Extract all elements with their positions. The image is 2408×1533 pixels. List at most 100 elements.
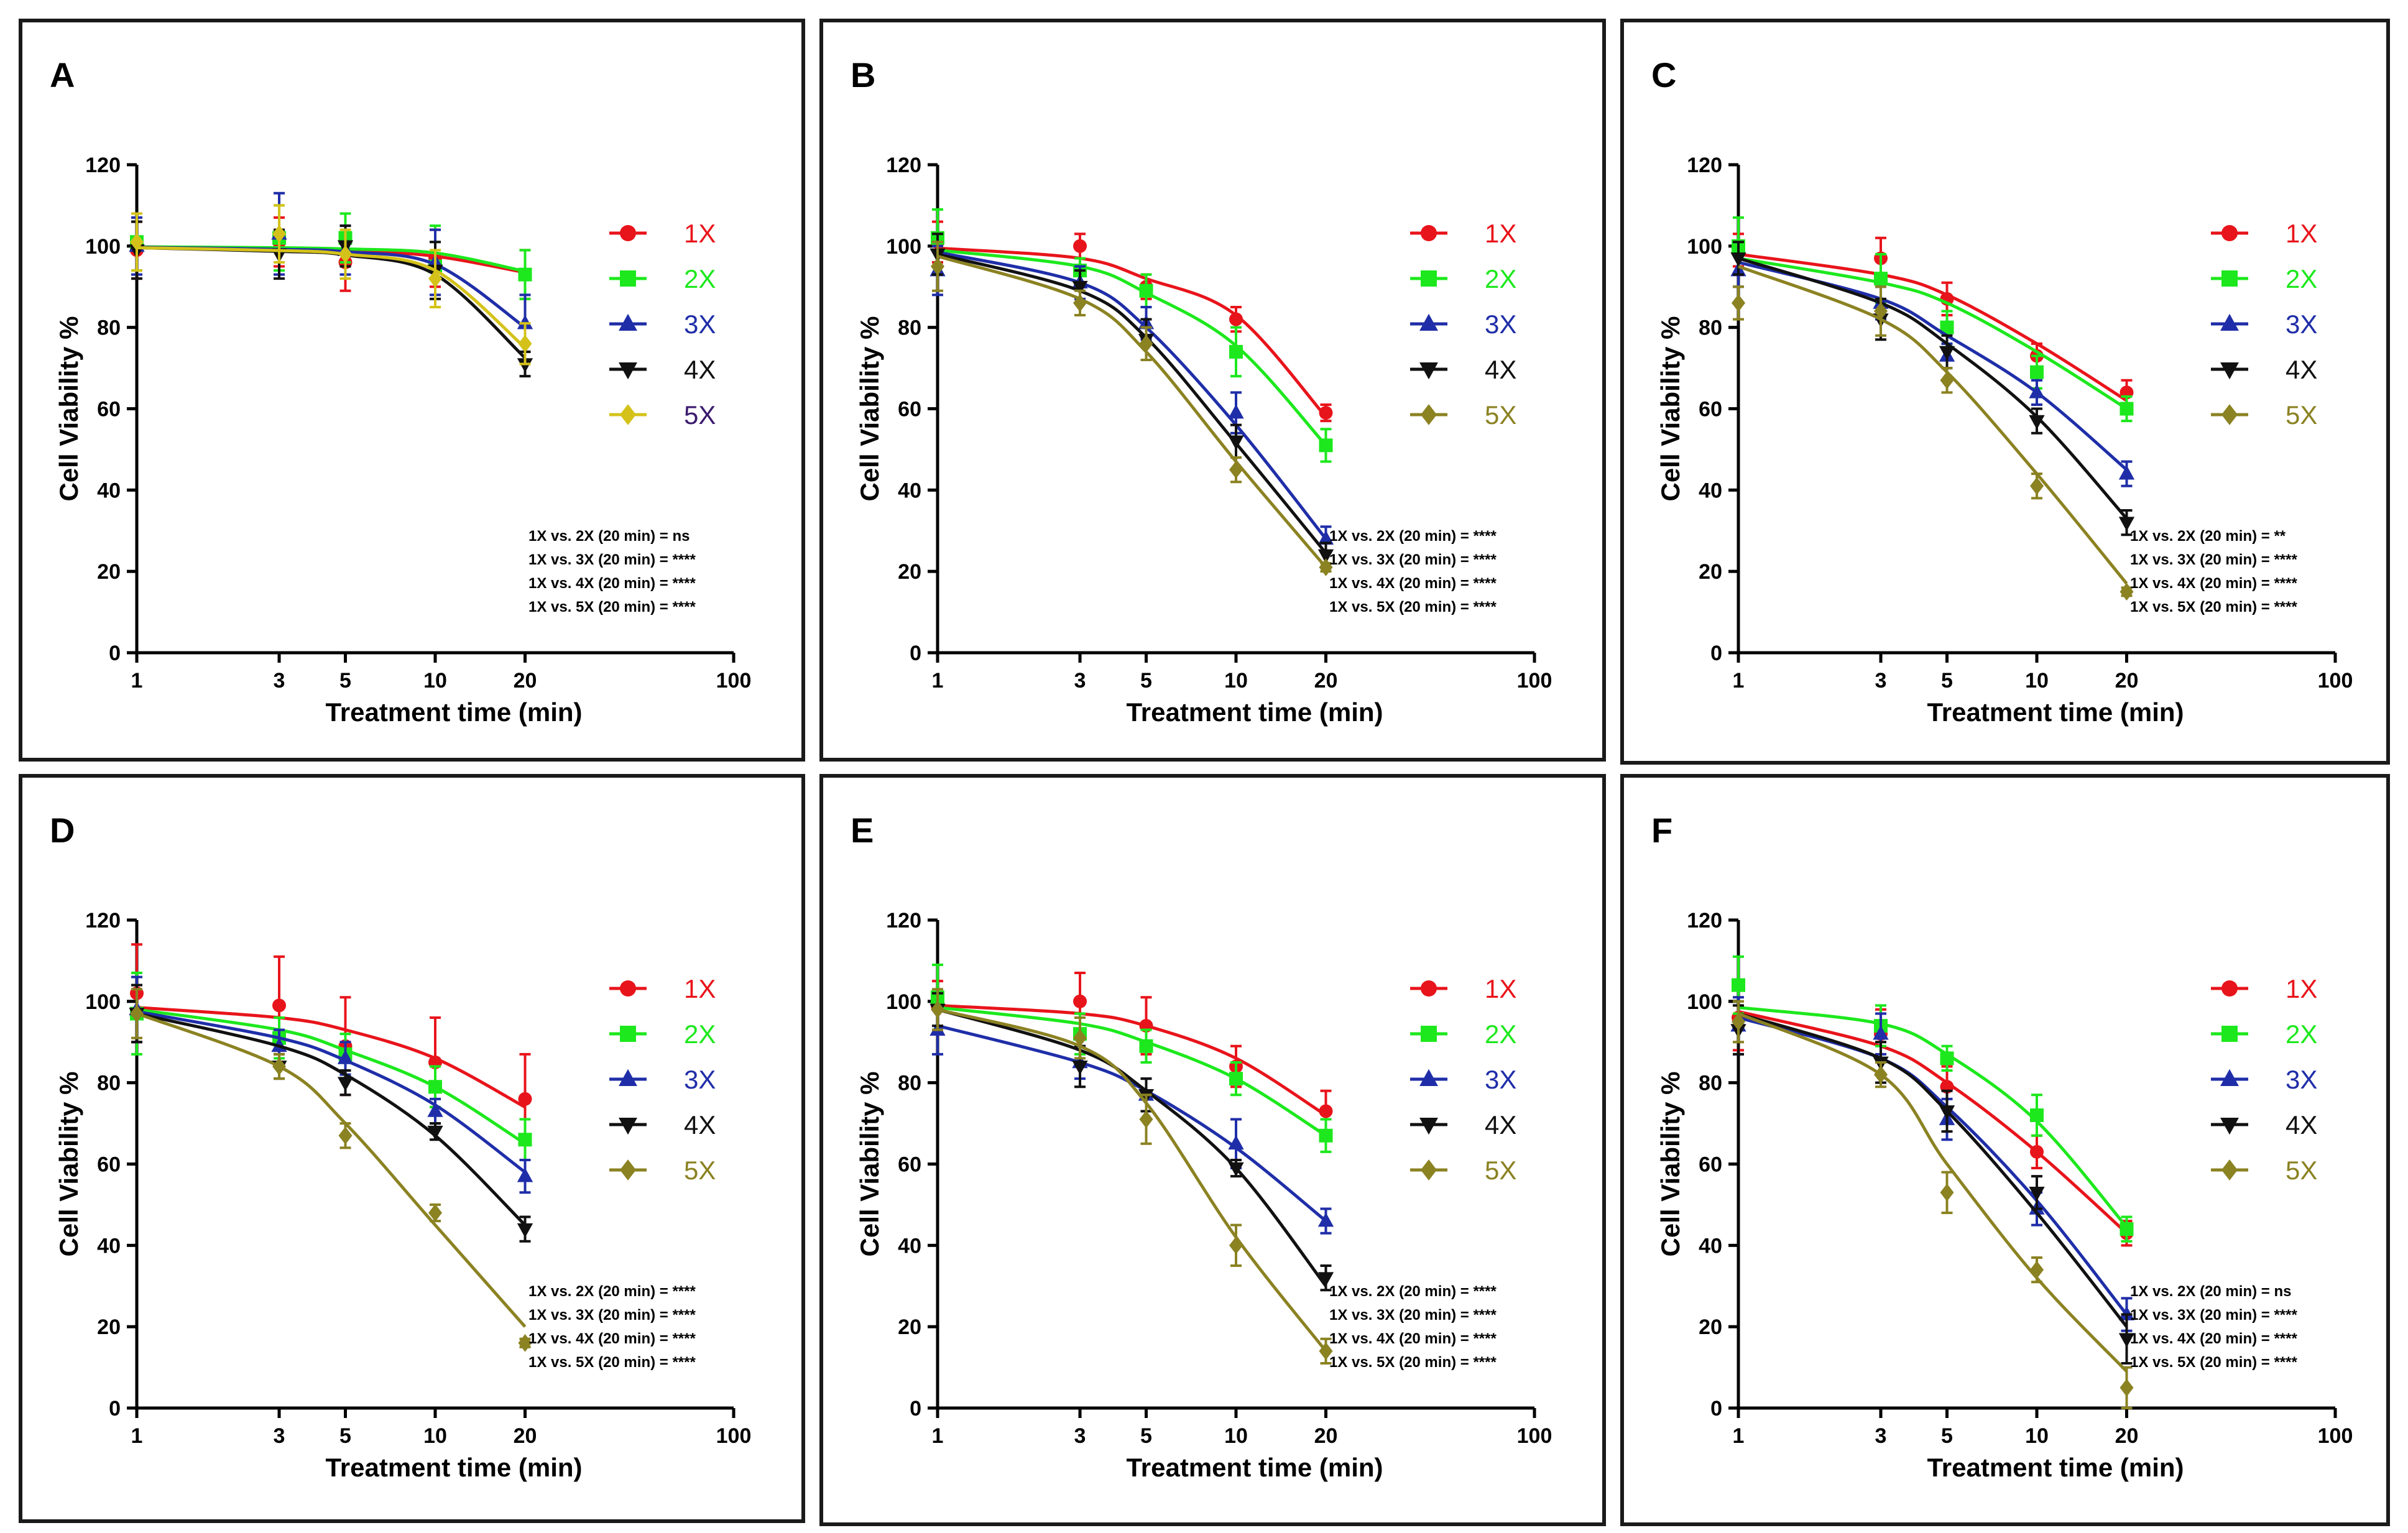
x-tick-label: 5 xyxy=(1941,669,1953,693)
series-3x xyxy=(930,1004,1334,1235)
legend-item-5x: 5X xyxy=(609,400,716,430)
data-point xyxy=(1319,558,1333,576)
x-tick-label: 1 xyxy=(1733,1424,1745,1448)
data-point xyxy=(2030,477,2044,495)
y-tick-label: 0 xyxy=(910,1397,921,1420)
data-point xyxy=(2030,1144,2044,1159)
x-tick-label: 10 xyxy=(423,669,447,693)
data-point xyxy=(1072,280,1088,295)
series-2x xyxy=(1732,216,2134,423)
panel-e: E 0 20 40 60 80 100 120 1 3 5 10 20 100 Treatment time… xyxy=(819,774,1606,1526)
panel-letter: A xyxy=(50,55,75,94)
series-5x xyxy=(1732,265,2134,601)
legend-label: 2X xyxy=(684,1020,716,1049)
data-point xyxy=(1873,1025,1889,1040)
fit-curve xyxy=(937,1008,1327,1352)
x-tick-label: 3 xyxy=(1875,1424,1887,1448)
data-point xyxy=(518,334,532,353)
legend-label: 2X xyxy=(1485,264,1516,293)
legend-label: 5X xyxy=(2286,1156,2317,1185)
y-axis-title: Cell Viability % xyxy=(1656,1072,1685,1257)
legend-marker xyxy=(620,225,636,241)
fit-curve xyxy=(937,1024,1327,1223)
y-tick-label: 80 xyxy=(898,316,921,340)
data-point xyxy=(2120,582,2134,601)
data-point xyxy=(1319,438,1333,453)
series-3x xyxy=(129,191,533,353)
fit-curve xyxy=(1738,1016,2128,1316)
data-point xyxy=(272,224,287,243)
y-tick-label: 0 xyxy=(109,642,121,665)
legend-marker xyxy=(1419,313,1438,331)
legend-item-4x: 4X xyxy=(1410,1110,1516,1139)
data-point xyxy=(1940,1051,1954,1066)
legend-label: 5X xyxy=(684,400,716,430)
data-point xyxy=(517,1223,533,1238)
legend-item-3x: 3X xyxy=(609,310,716,339)
legend-item-1x: 1X xyxy=(1410,219,1516,248)
data-point xyxy=(2118,1333,2135,1348)
series-1x xyxy=(1732,232,2134,406)
data-point xyxy=(1940,320,1954,334)
data-point xyxy=(1228,435,1244,450)
legend-label: 1X xyxy=(1485,974,1516,1003)
data-point xyxy=(1228,1135,1244,1150)
panel-letter: D xyxy=(50,811,75,850)
x-tick-label: 5 xyxy=(1140,1424,1152,1448)
legend-marker xyxy=(619,362,637,380)
x-tick-label: 10 xyxy=(2025,669,2049,693)
stat-annotation: 1X vs. 2X (20 min) = ** xyxy=(2130,528,2286,545)
data-point xyxy=(1317,530,1334,545)
data-point xyxy=(1939,346,1955,361)
stat-annotation: 1X vs. 2X (20 min) = ns xyxy=(2130,1283,2291,1300)
data-point xyxy=(2120,1378,2134,1397)
stat-annotation: 1X vs. 2X (20 min) = **** xyxy=(1329,528,1497,545)
legend-item-4x: 4X xyxy=(2211,1110,2317,1139)
stat-annotation: 1X vs. 3X (20 min) = **** xyxy=(528,1307,696,1324)
y-axis-title: Cell Viability % xyxy=(54,316,83,502)
chart-svg: A 0 20 40 60 80 100 120 1 3 5 10 20 100 Treatment time… xyxy=(50,55,751,727)
data-point xyxy=(1732,978,1745,992)
data-point xyxy=(1139,1039,1153,1053)
x-tick-label: 5 xyxy=(339,1424,351,1448)
x-tick-label: 20 xyxy=(2115,1424,2139,1448)
y-tick-label: 20 xyxy=(898,560,921,584)
legend-label: 1X xyxy=(1485,219,1516,248)
chart-svg: F 0 20 40 60 80 100 120 1 3 5 10 20 100 Treatment time… xyxy=(1651,811,2353,1482)
stat-annotation: 1X vs. 5X (20 min) = **** xyxy=(528,1354,696,1371)
x-axis-title: Treatment time (min) xyxy=(325,697,582,727)
legend-marker xyxy=(2221,404,2238,425)
stat-annotation: 1X vs. 4X (20 min) = **** xyxy=(528,1330,696,1347)
data-point xyxy=(2030,1261,2044,1279)
fit-curve xyxy=(937,254,1327,569)
data-point xyxy=(518,267,532,282)
panel-letter: C xyxy=(1651,55,1676,94)
stat-annotation: 1X vs. 5X (20 min) = **** xyxy=(1329,599,1497,615)
y-tick-label: 100 xyxy=(85,235,121,259)
legend-marker xyxy=(2220,362,2239,380)
legend-marker xyxy=(620,980,636,997)
data-point xyxy=(2030,1108,2044,1122)
data-point xyxy=(427,1102,443,1117)
data-point xyxy=(428,1080,442,1094)
stat-annotation: 1X vs. 4X (20 min) = **** xyxy=(1329,1330,1497,1347)
legend-marker xyxy=(1421,1026,1437,1042)
data-point xyxy=(1874,302,1888,320)
legend-item-5x: 5X xyxy=(2211,400,2317,430)
series-2x xyxy=(931,963,1333,1153)
stat-annotation: 1X vs. 4X (20 min) = **** xyxy=(2130,575,2297,592)
data-point xyxy=(1317,1212,1334,1227)
stat-annotation: 1X vs. 5X (20 min) = **** xyxy=(2130,1354,2297,1371)
fit-curve xyxy=(937,1006,1327,1137)
legend-item-2x: 2X xyxy=(1410,1020,1516,1049)
legend-item-2x: 2X xyxy=(609,1020,716,1049)
x-tick-label: 100 xyxy=(716,1424,752,1448)
y-tick-label: 120 xyxy=(886,909,921,932)
data-point xyxy=(1139,283,1153,298)
stat-annotation: 1X vs. 4X (20 min) = **** xyxy=(1329,575,1497,592)
panel-f: F 0 20 40 60 80 100 120 1 3 5 10 20 100 Treatment time… xyxy=(1620,774,2390,1526)
y-tick-label: 80 xyxy=(1699,316,1722,340)
y-tick-label: 120 xyxy=(1687,154,1722,177)
panel-d: D 0 20 40 60 80 100 120 1 3 5 10 20 100 Treatment time… xyxy=(19,774,805,1523)
legend-item-1x: 1X xyxy=(609,974,716,1003)
